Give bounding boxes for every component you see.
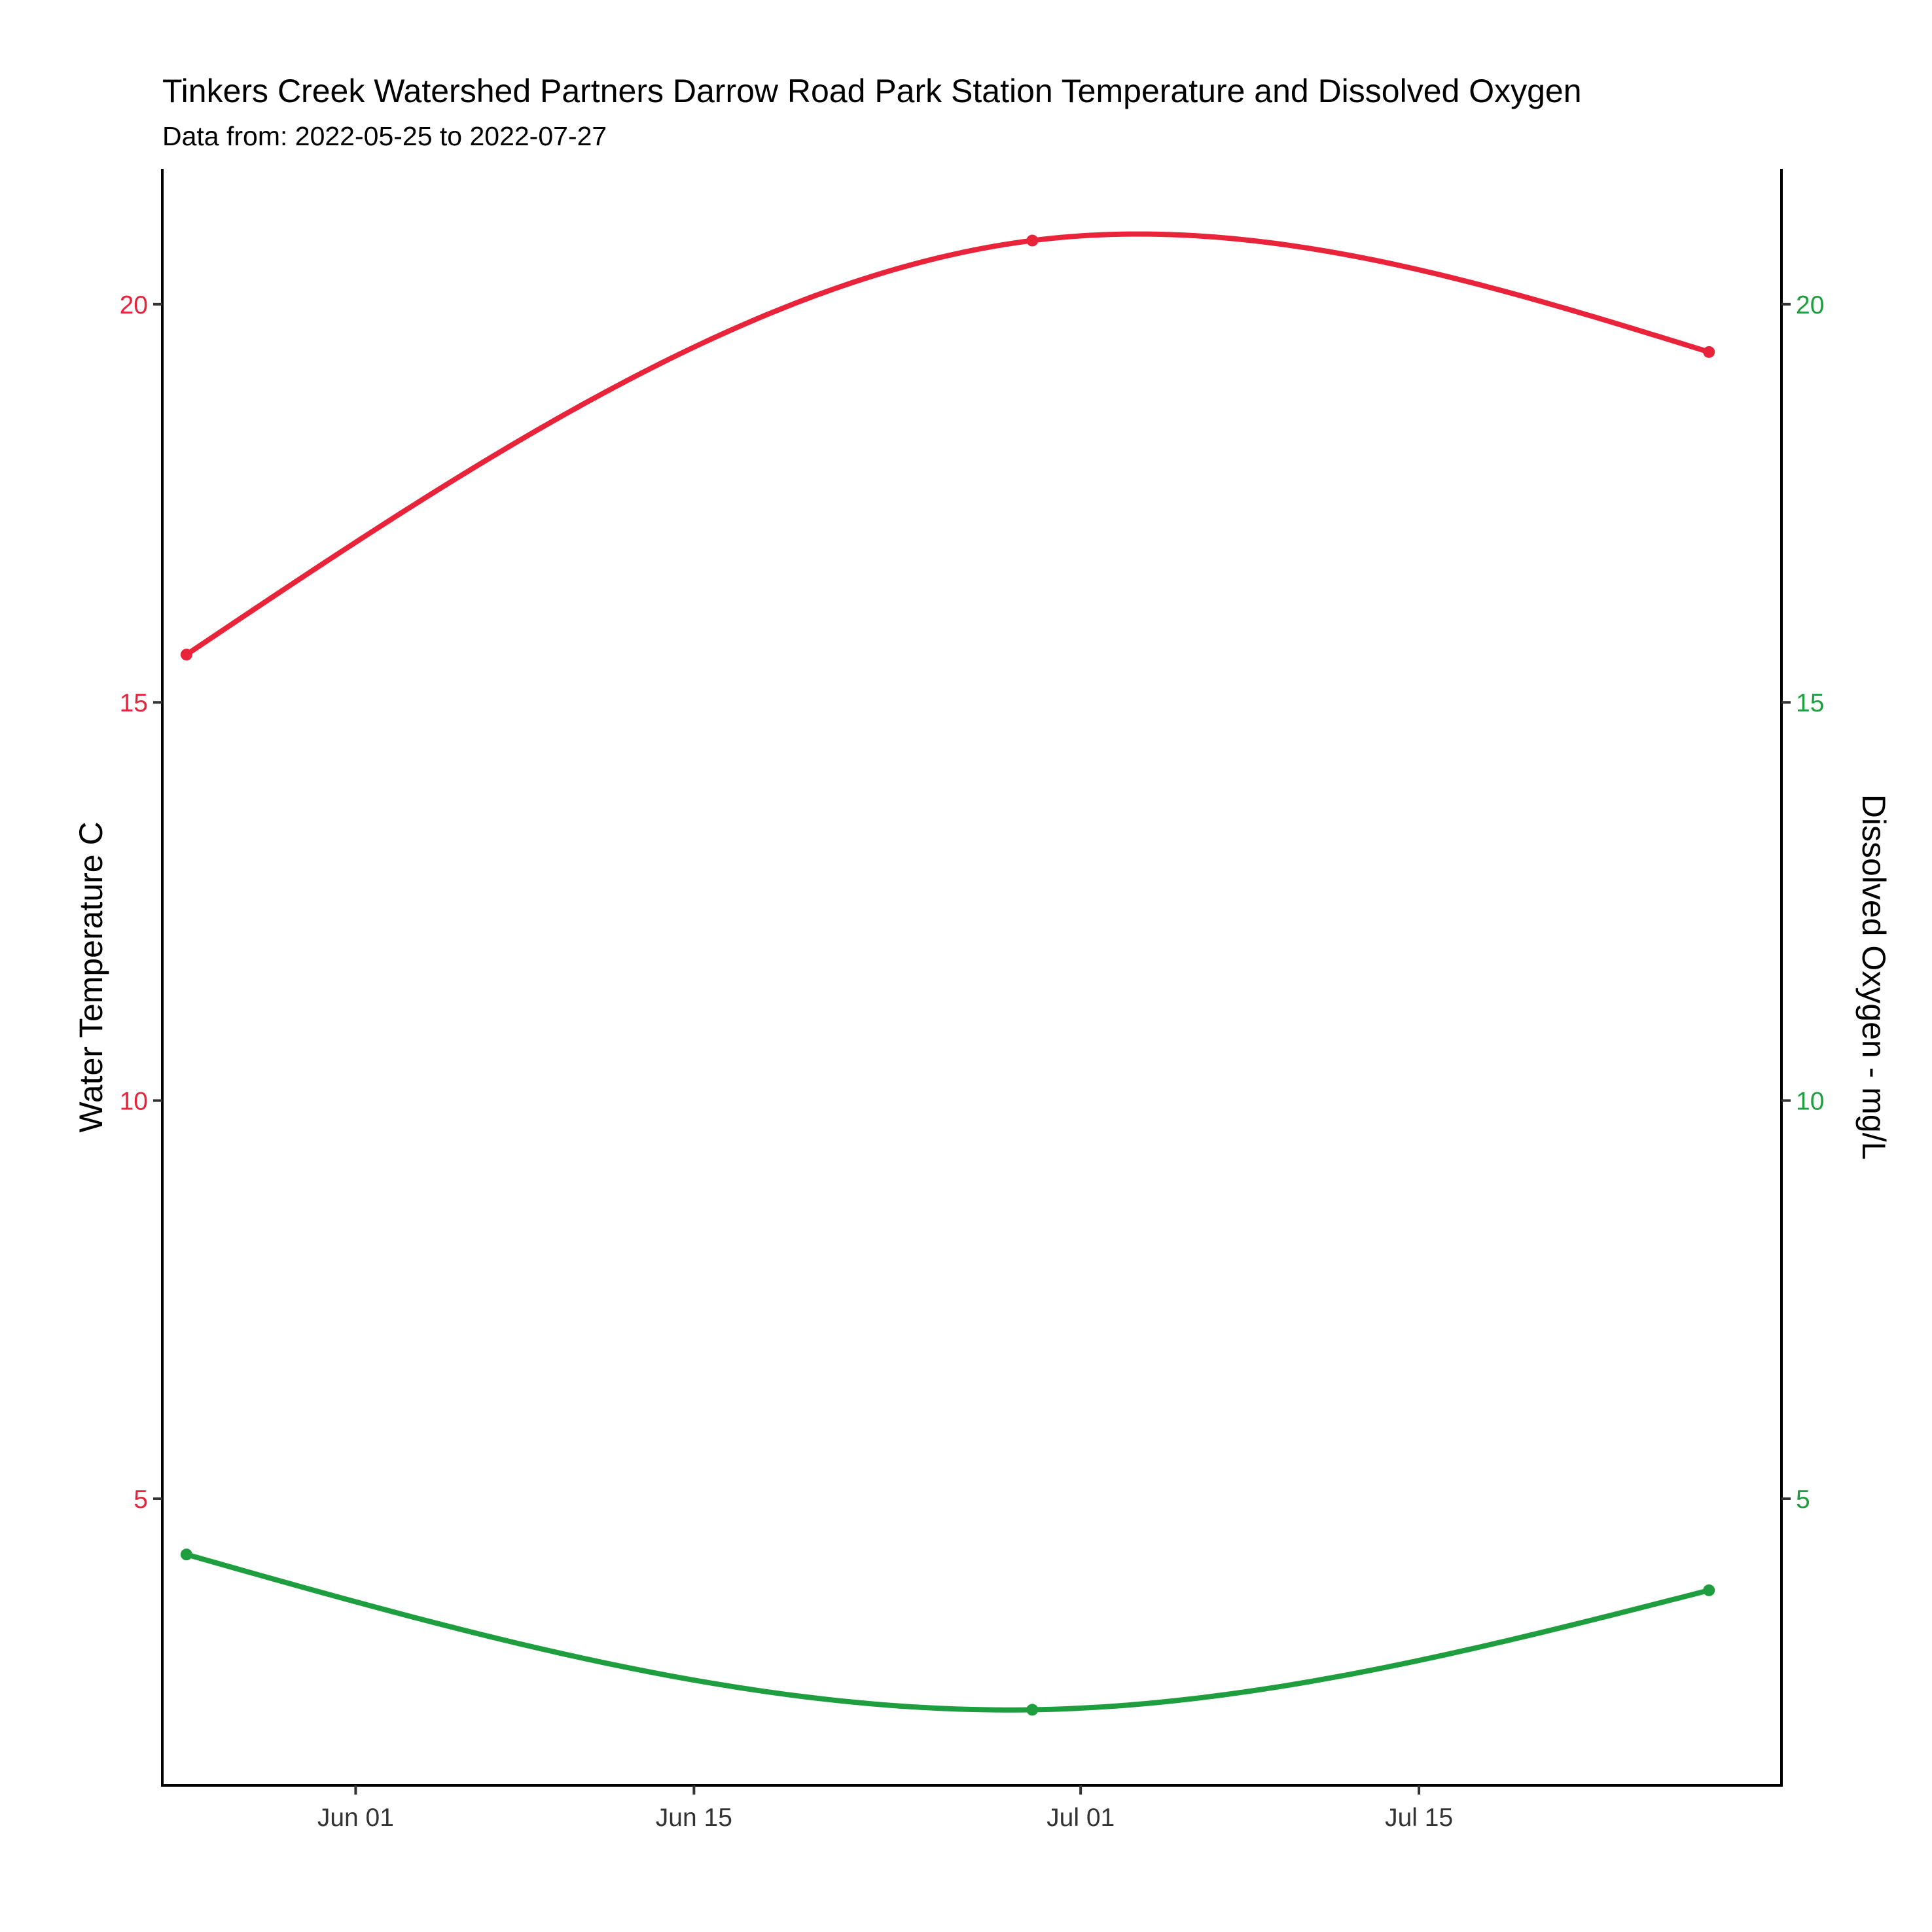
data-point-water-temperature: [1026, 234, 1039, 247]
data-point-dissolved-oxygen: [1703, 1584, 1715, 1596]
chart-subtitle: Data from: 2022-05-25 to 2022-07-27: [162, 121, 607, 151]
chart-title: Tinkers Creek Watershed Partners Darrow …: [162, 73, 1582, 109]
y-left-tick-label: 10: [120, 1088, 148, 1116]
data-point-dissolved-oxygen: [180, 1548, 192, 1561]
plot-area: [180, 231, 1715, 1716]
y-left-tick-label: 20: [120, 291, 148, 319]
y-axis-left-title: Water Temperature C: [73, 821, 109, 1132]
y-axis-left-ticks: 5 10 15 20: [120, 291, 162, 1514]
y-left-tick-label: 5: [134, 1486, 148, 1514]
y-right-tick-label: 10: [1796, 1088, 1824, 1116]
data-point-water-temperature: [1703, 346, 1715, 358]
y-axis-right-ticks: 5 10 15 20: [1781, 291, 1824, 1514]
y-right-tick-label: 20: [1796, 291, 1824, 319]
series-line-dissolved-oxygen: [183, 1552, 1712, 1713]
y-right-tick-label: 15: [1796, 689, 1824, 717]
x-tick-label: Jun 15: [656, 1804, 732, 1832]
data-point-water-temperature: [180, 649, 192, 661]
x-axis-ticks: Jun 01 Jun 15 Jul 01 Jul 15: [317, 1785, 1453, 1832]
series-line-water-temperature: [183, 231, 1712, 658]
y-left-tick-label: 15: [120, 689, 148, 717]
data-point-dissolved-oxygen: [1026, 1704, 1039, 1716]
x-tick-label: Jun 01: [317, 1804, 394, 1832]
x-tick-label: Jul 01: [1046, 1804, 1115, 1832]
y-axis-right-title: Dissolved Oxygen - mg/L: [1855, 795, 1892, 1160]
y-right-tick-label: 5: [1796, 1486, 1810, 1514]
x-tick-label: Jul 15: [1385, 1804, 1453, 1832]
